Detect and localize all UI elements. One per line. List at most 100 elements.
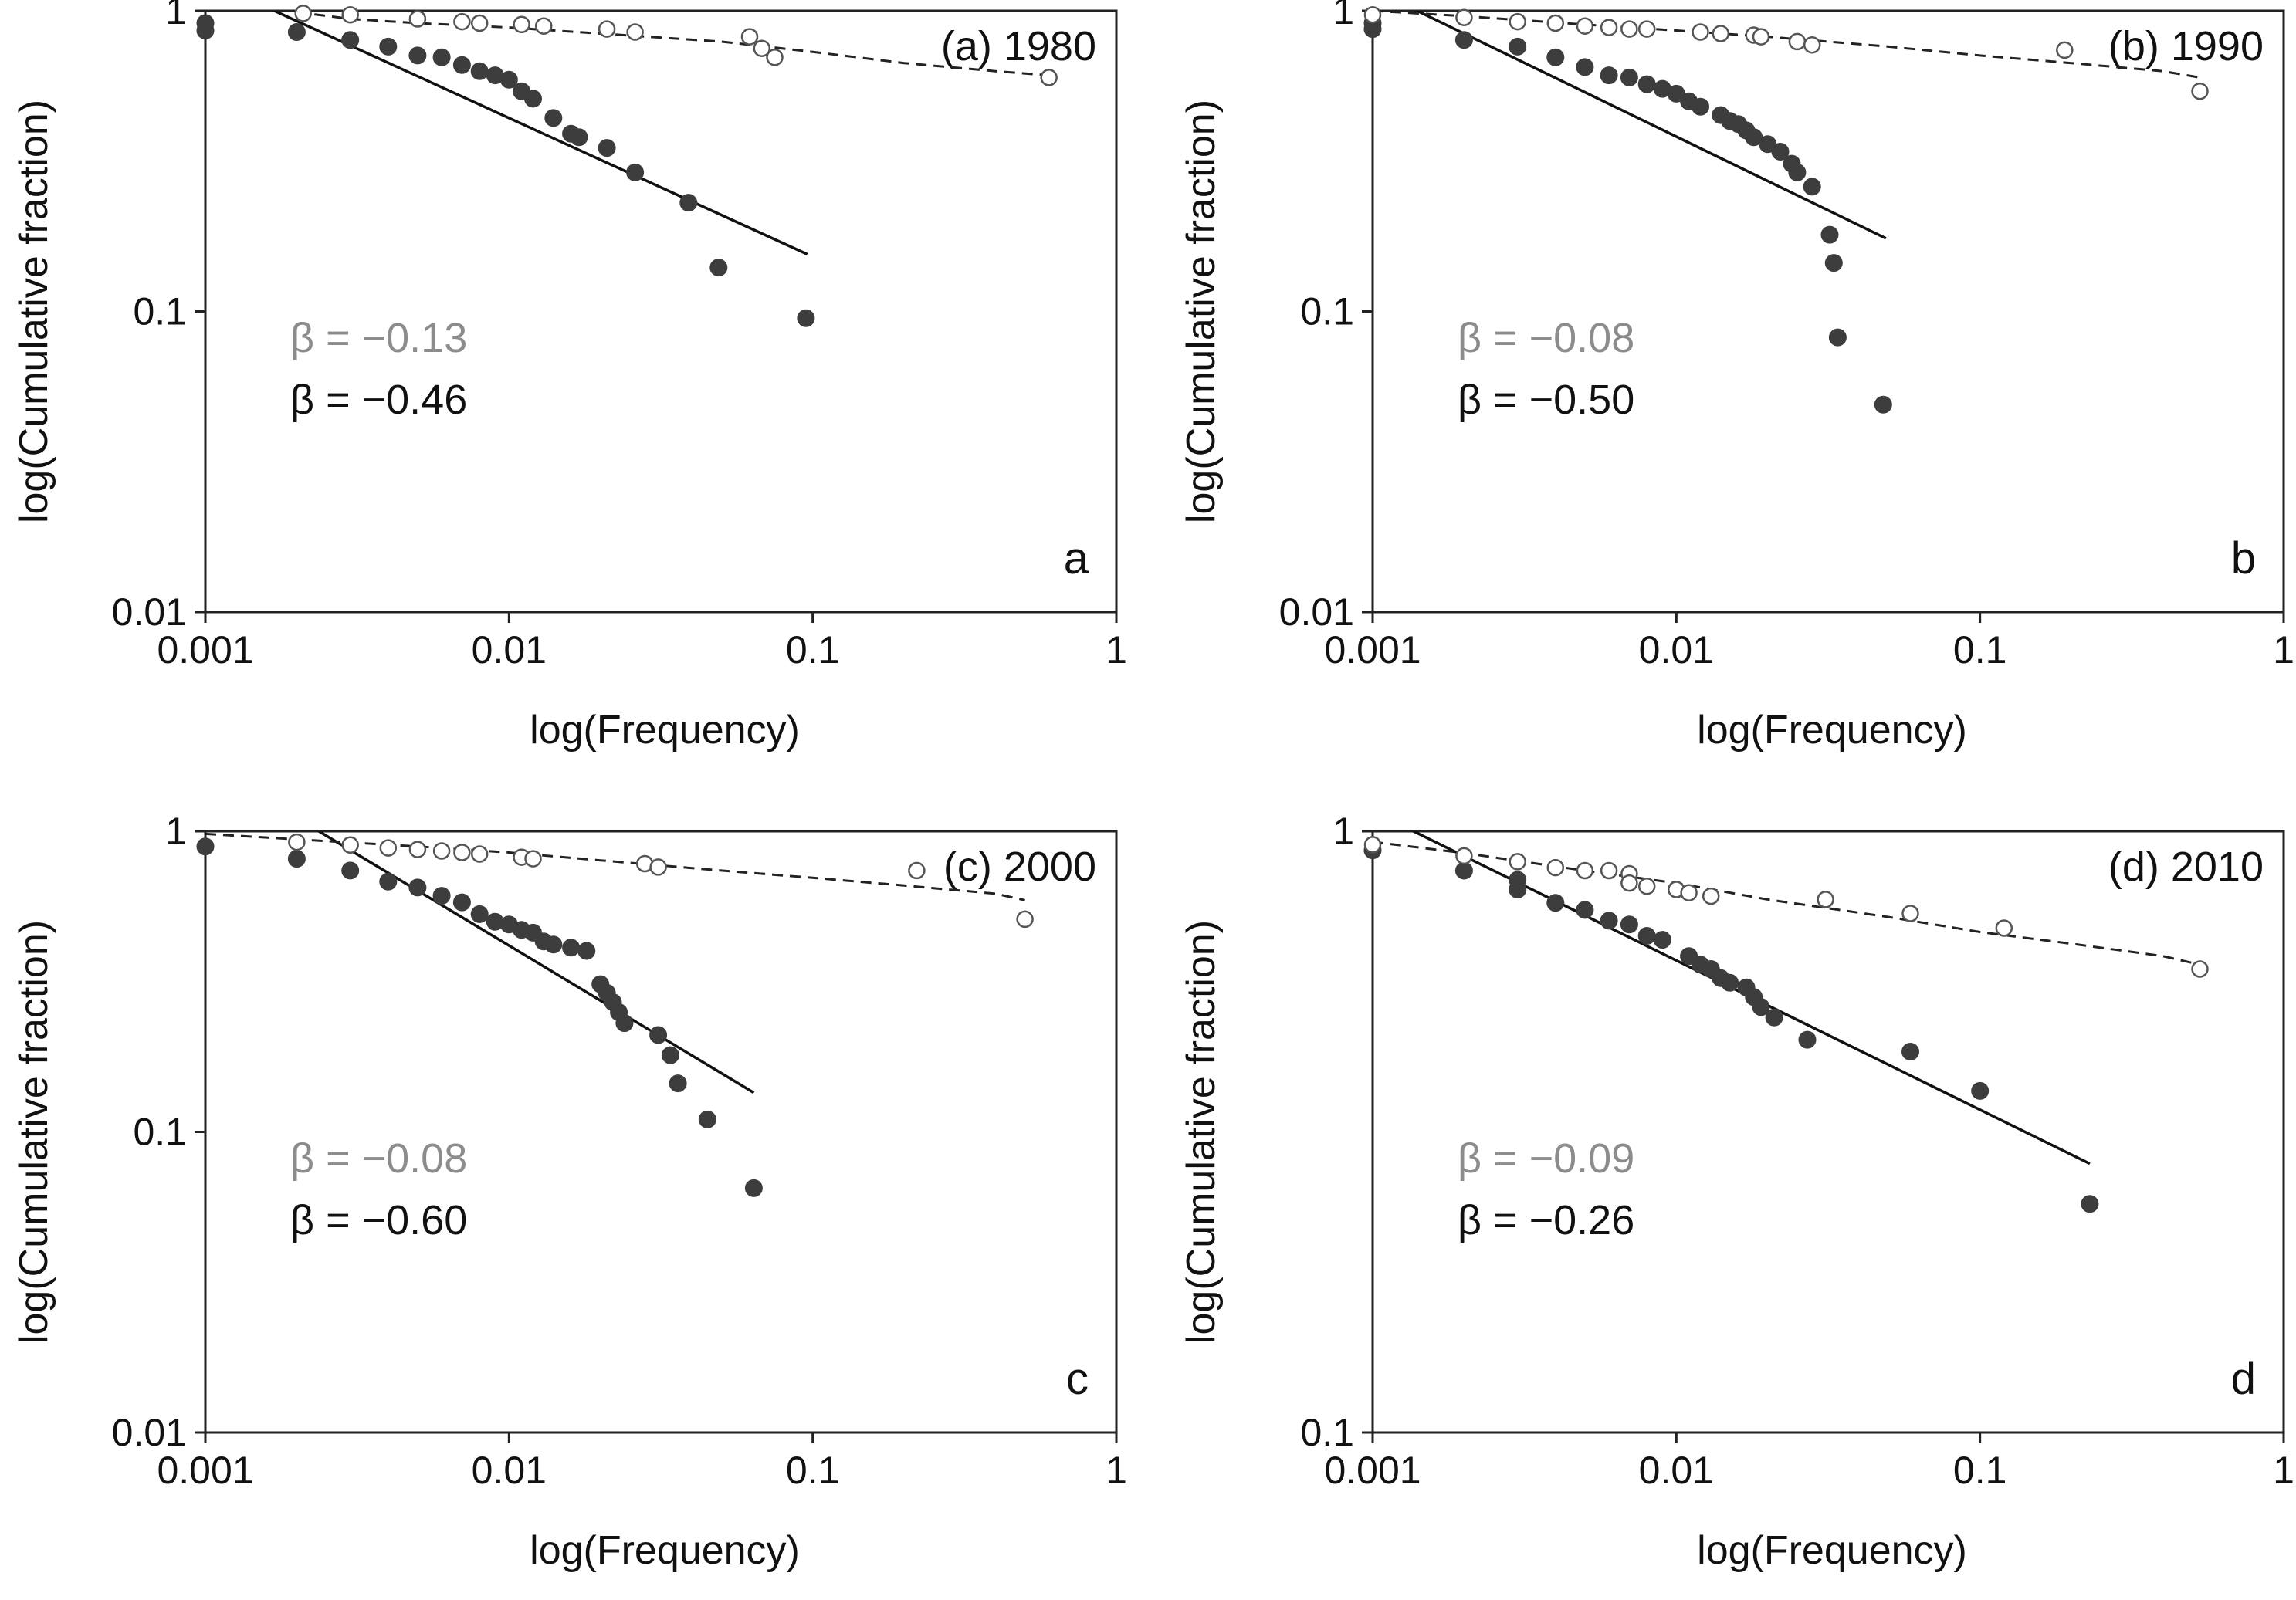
y-axis-label-b: log(Cumulative fraction) <box>1179 100 1224 523</box>
y-axis-label-d: log(Cumulative fraction) <box>1179 920 1224 1344</box>
open-point-c <box>1016 910 1034 929</box>
open-point-b <box>1803 36 1821 54</box>
x-axis-label-b: log(Frequency) <box>1697 708 1967 753</box>
filled-point-c <box>649 1026 668 1044</box>
open-point-d <box>1637 878 1656 895</box>
filled-point-c <box>615 1014 634 1033</box>
panel-title-a: (a) 1980 <box>941 23 1096 69</box>
open-point-a <box>1040 69 1058 86</box>
solid-fit-line-a <box>271 11 808 255</box>
open-point-c <box>379 839 398 857</box>
y-tick-label-c-0: 0.01 <box>112 1411 187 1454</box>
filled-point-a <box>287 23 306 41</box>
filled-point-c <box>544 935 563 954</box>
open-point-b <box>1600 19 1618 36</box>
open-point-d <box>1363 836 1382 854</box>
open-point-a <box>470 14 489 32</box>
open-point-b <box>1363 5 1382 24</box>
open-point-b <box>1712 25 1730 42</box>
filled-point-c <box>470 905 489 923</box>
filled-point-b <box>1509 37 1527 56</box>
filled-point-b <box>1576 58 1594 76</box>
filled-point-d <box>2081 1195 2099 1213</box>
x-tick-label-a-2: 0.1 <box>786 628 840 671</box>
x-tick-label-d-3: 1 <box>2273 1449 2294 1492</box>
open-point-d <box>1702 887 1720 905</box>
filled-point-d <box>1798 1030 1817 1049</box>
open-point-d <box>1576 861 1594 880</box>
plot-area-a <box>271 11 1049 255</box>
x-tick-label-d-0: 0.001 <box>1324 1449 1421 1492</box>
y-tick-label-d-1: 1 <box>1333 810 1354 853</box>
filled-point-a <box>379 37 398 56</box>
open-point-b <box>2056 41 2074 59</box>
y-tick-label-b-1: 0.1 <box>1300 290 1354 333</box>
open-point-a <box>766 49 784 66</box>
filled-point-c <box>661 1046 679 1064</box>
open-point-a <box>453 12 471 31</box>
x-axis-label-a: log(Frequency) <box>530 708 800 753</box>
panel-title-b: (b) 1990 <box>2108 23 2264 69</box>
open-point-d <box>2191 960 2209 978</box>
open-point-b <box>1637 20 1656 38</box>
filled-point-c <box>196 837 215 856</box>
filled-point-b <box>1546 48 1565 66</box>
x-tick-label-a-0: 0.001 <box>157 628 253 671</box>
open-point-d <box>1620 874 1638 892</box>
filled-point-c <box>669 1074 687 1093</box>
filled-point-b <box>1803 178 1821 196</box>
open-point-a <box>408 10 427 28</box>
filled-point-c <box>452 893 471 912</box>
filled-point-c <box>341 861 360 880</box>
filled-point-a <box>452 56 471 74</box>
open-point-a <box>513 15 530 34</box>
filled-point-d <box>1576 901 1594 919</box>
filled-point-b <box>1828 328 1847 347</box>
open-point-a <box>740 28 759 46</box>
filled-point-b <box>1874 395 1892 414</box>
y-tick-label-c-1: 0.1 <box>133 1111 187 1154</box>
open-point-d <box>1455 847 1473 865</box>
x-tick-label-b-1: 0.01 <box>1639 628 1714 671</box>
filled-point-c <box>744 1179 763 1197</box>
y-tick-label-a-0: 0.01 <box>112 590 187 634</box>
filled-point-d <box>1653 931 1671 949</box>
chart-panel-a: 0.001 0.01 0.1 10.010.11log(Frequency)log(C… <box>12 0 1127 753</box>
panels-root: 0.001 0.01 0.1 10.010.11log(Frequency)log(C… <box>12 0 2294 1573</box>
dashed-fit-line-d <box>1373 841 2200 966</box>
x-tick-label-c-3: 1 <box>1106 1449 1127 1492</box>
panel-letter-d: d <box>2231 1354 2256 1404</box>
x-tick-label-d-1: 0.01 <box>1639 1449 1714 1492</box>
filled-point-a <box>341 31 360 49</box>
x-tick-label-a-1: 0.01 <box>472 628 547 671</box>
open-point-b <box>1455 8 1473 26</box>
open-point-d <box>1995 919 2013 937</box>
filled-point-c <box>577 942 596 960</box>
x-tick-label-b-3: 1 <box>2273 628 2294 671</box>
filled-point-d <box>1637 927 1656 945</box>
open-point-d <box>1817 891 1834 908</box>
filled-point-d <box>1620 915 1638 934</box>
filled-point-a <box>499 70 518 89</box>
filled-point-a <box>626 163 645 181</box>
filled-point-a <box>470 62 489 80</box>
open-point-d <box>1680 884 1698 901</box>
filled-point-b <box>1600 66 1618 85</box>
x-tick-label-a-3: 1 <box>1106 628 1127 671</box>
open-point-d <box>1546 858 1565 877</box>
open-point-d <box>1509 853 1526 871</box>
y-tick-label-c-2: 1 <box>165 810 187 853</box>
beta-filled-d: β = −0.26 <box>1458 1197 1634 1243</box>
y-axis-label-c: log(Cumulative fraction) <box>12 920 56 1344</box>
x-tick-label-c-2: 0.1 <box>786 1449 840 1492</box>
open-point-a <box>626 23 644 41</box>
y-tick-label-b-0: 0.01 <box>1279 590 1354 634</box>
beta-filled-a: β = −0.46 <box>290 377 467 423</box>
x-tick-label-b-0: 0.001 <box>1324 628 1421 671</box>
panel-title-d: (d) 2010 <box>2108 844 2264 890</box>
filled-point-d <box>1454 861 1473 880</box>
x-axis-label-d: log(Frequency) <box>1697 1528 1967 1573</box>
open-point-b <box>1546 14 1565 32</box>
filled-point-c <box>432 887 451 905</box>
filled-point-b <box>1771 143 1790 161</box>
